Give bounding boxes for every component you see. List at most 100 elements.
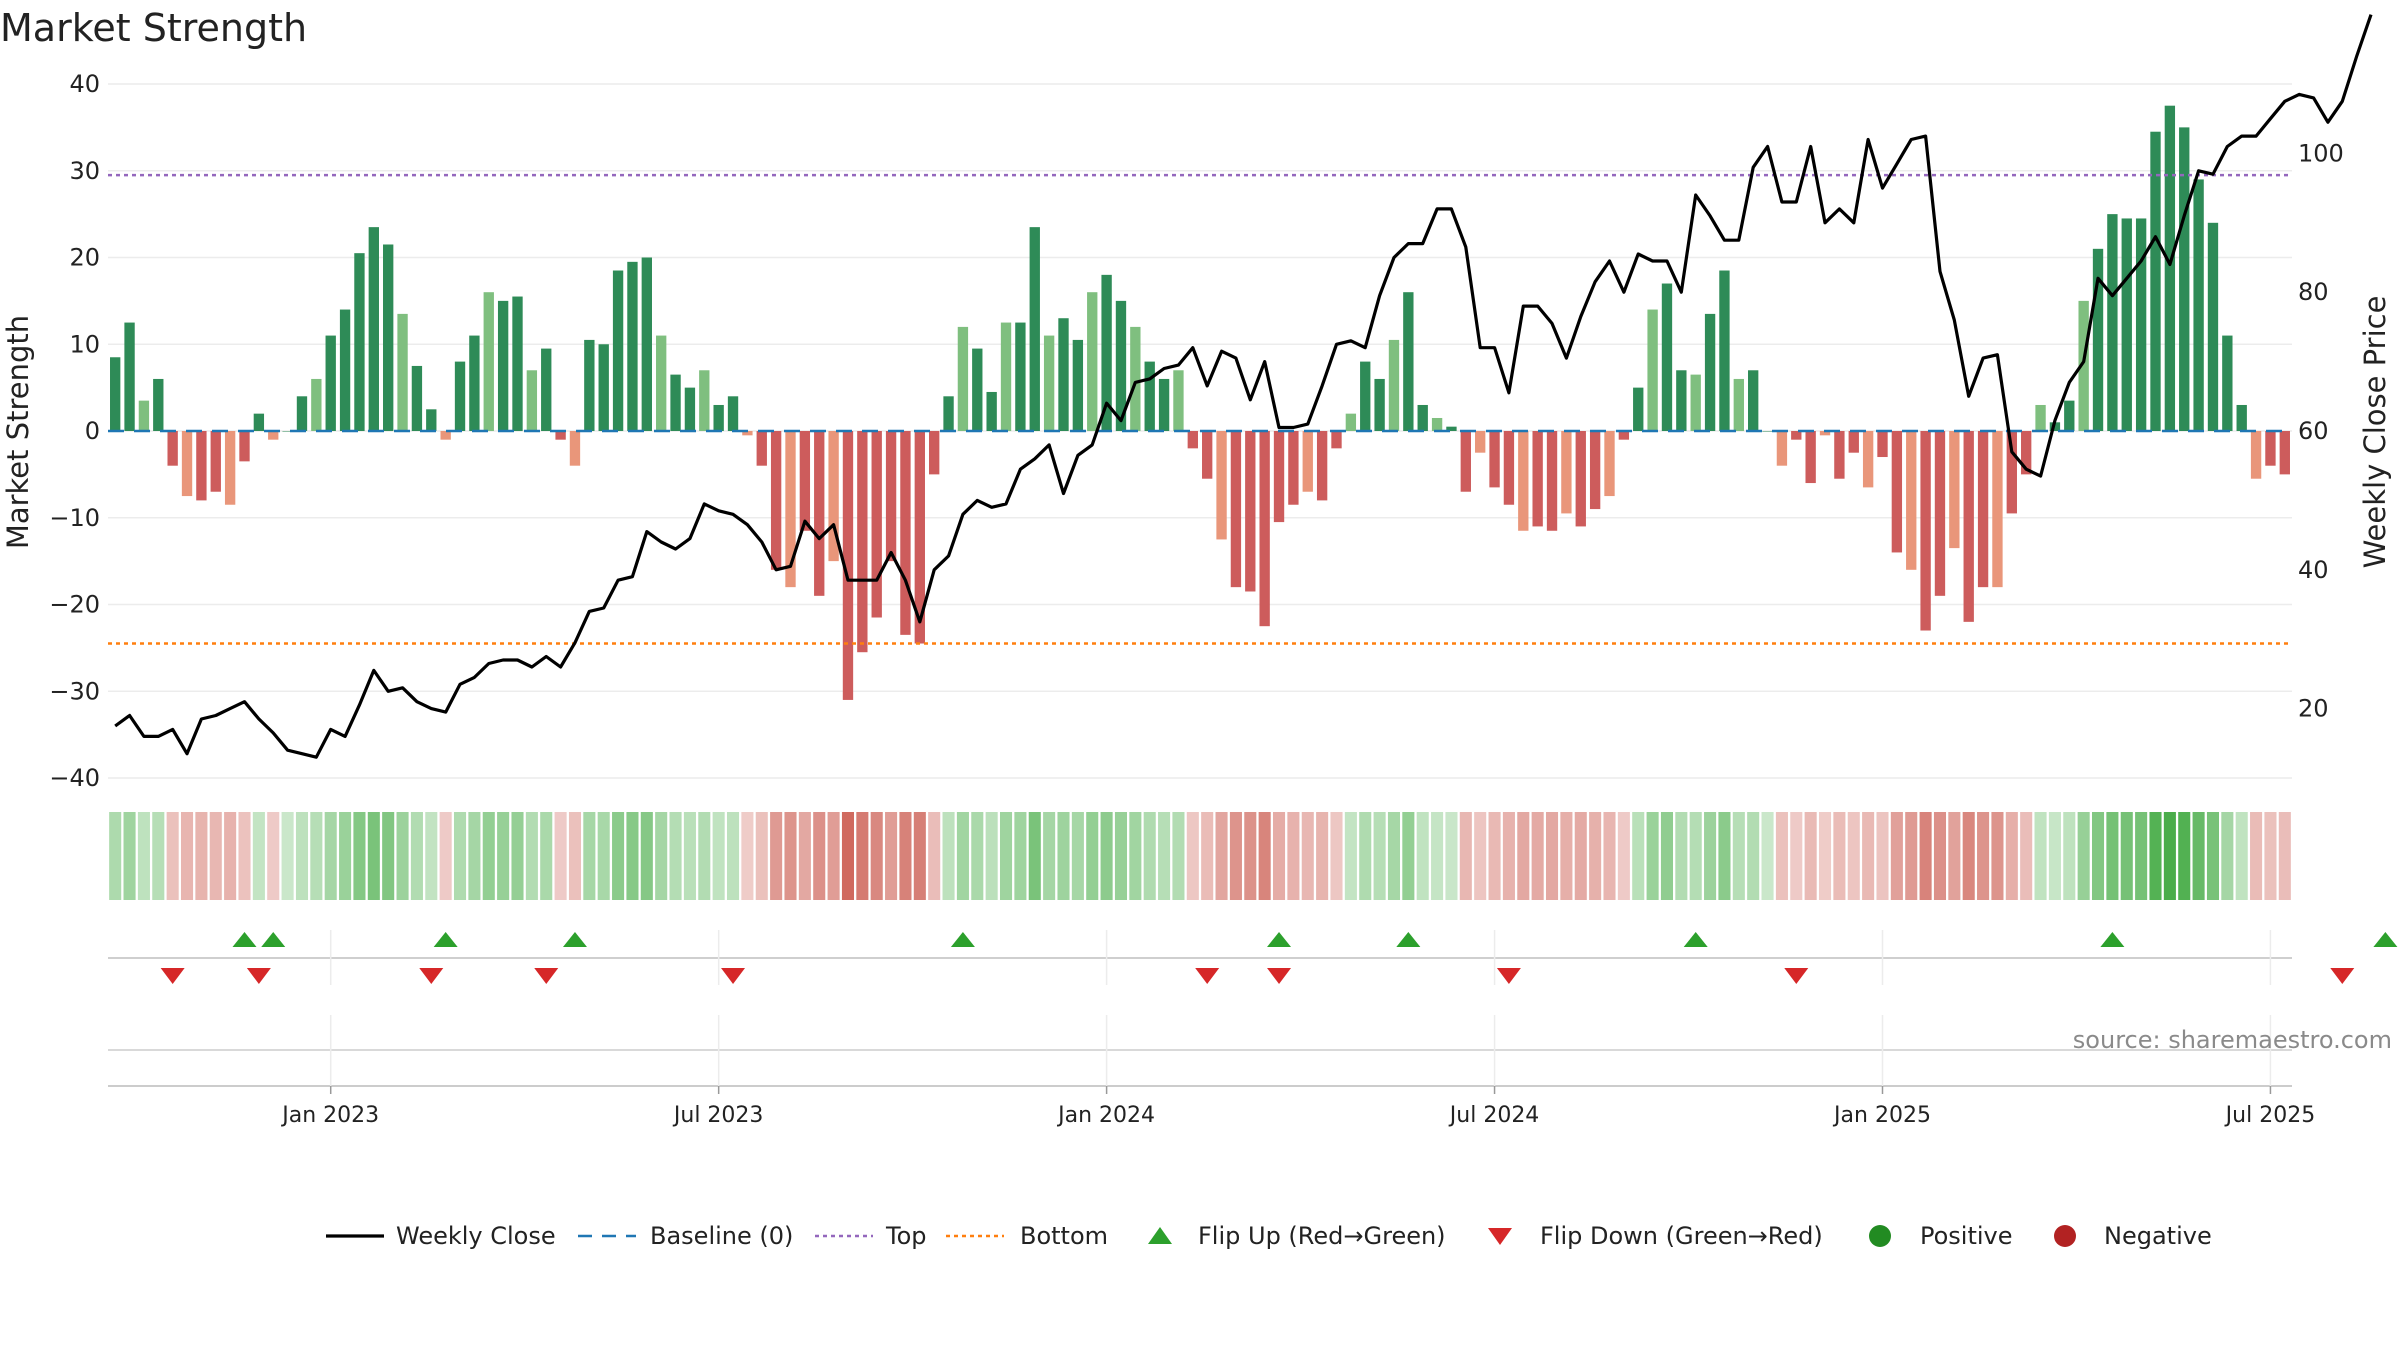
heat-cell — [1445, 812, 1458, 900]
strength-bar — [2107, 214, 2118, 431]
strength-bar — [153, 378, 164, 431]
strength-bar — [383, 244, 394, 431]
heat-cell — [1272, 812, 1286, 900]
heat-cell — [1675, 812, 1688, 900]
weekly-close-series — [114, 14, 2373, 759]
strength-bar — [138, 400, 150, 431]
strength-bar — [1115, 300, 1127, 431]
heat-cell — [2120, 812, 2133, 900]
y2-tick-label: 80 — [2298, 278, 2329, 306]
strength-bar — [2164, 105, 2176, 431]
heat-cell — [612, 812, 625, 900]
heat-cell — [281, 812, 294, 900]
strength-bar — [1676, 370, 1687, 431]
heat-cell — [1301, 812, 1314, 900]
flip-down-marker — [1784, 968, 1809, 984]
x-tick-label: Jan 2024 — [1056, 1103, 1155, 1128]
y-tick-label: −40 — [49, 764, 100, 792]
strength-bar — [842, 431, 854, 700]
heat-cell — [209, 812, 222, 900]
heat-cell — [1560, 812, 1573, 900]
strength-bar — [1891, 431, 1903, 553]
source-label: source: sharemaestro.com — [2073, 1026, 2392, 1054]
heat-cell — [1071, 812, 1084, 900]
strength-bar — [1733, 378, 1744, 431]
strength-bar — [1589, 431, 1601, 510]
strength-bar — [2265, 431, 2276, 466]
heat-cell — [1373, 812, 1386, 900]
strength-bar — [770, 431, 782, 570]
heat-cell — [1775, 812, 1788, 900]
y-tick-label: −20 — [49, 591, 100, 619]
flip-up-marker — [2100, 932, 2125, 947]
heat-cell — [1833, 812, 1846, 900]
strength-bar — [929, 431, 940, 475]
heat-cell — [1617, 812, 1630, 900]
heat-cell — [1761, 812, 1774, 900]
heat-cell — [669, 812, 682, 900]
strength-bar — [1805, 431, 1816, 484]
heat-cell — [2077, 812, 2090, 900]
heat-cell — [1172, 812, 1185, 900]
strength-bar — [224, 431, 236, 505]
strength-bar — [1489, 431, 1500, 488]
heat-cell — [1545, 812, 1559, 900]
heat-cell — [1933, 812, 1947, 900]
strength-bar — [1058, 318, 1069, 431]
heat-cell — [1244, 812, 1257, 900]
strength-bar — [2236, 404, 2247, 431]
heat-cell — [152, 812, 165, 900]
strength-bar — [1647, 309, 1658, 431]
heat-cell — [1287, 812, 1300, 900]
flip-up-marker — [1267, 932, 1292, 947]
y2-tick-label: 60 — [2298, 417, 2329, 445]
strength-bar — [1331, 431, 1342, 449]
strength-bar — [354, 253, 365, 431]
heat-cell — [1660, 812, 1674, 900]
strength-bar — [1288, 431, 1299, 505]
heat-cell — [2149, 812, 2162, 900]
strength-bar — [1934, 431, 1946, 596]
x-tick-label: Jul 2023 — [672, 1103, 764, 1128]
flip-down-marker — [534, 968, 559, 984]
heat-cell — [1215, 812, 1228, 900]
strength-bar — [684, 387, 696, 431]
strength-bar — [1503, 431, 1515, 505]
strength-bar — [2092, 248, 2104, 431]
flip-up-marker — [2373, 932, 2398, 947]
strength-bar — [1791, 431, 1802, 440]
y-tick-label: 20 — [69, 244, 100, 272]
legend-label: Top — [885, 1222, 927, 1250]
heat-cell — [2178, 812, 2191, 900]
heat-cell — [1201, 812, 1214, 900]
flip-down-marker — [2330, 968, 2355, 984]
strength-bar — [1834, 431, 1845, 479]
heat-cell — [497, 812, 510, 900]
strength-bar — [454, 361, 466, 431]
strength-bar — [1460, 431, 1471, 492]
heat-cell — [180, 812, 194, 900]
flip-down-marker — [246, 968, 271, 984]
strength-bar — [2179, 127, 2190, 431]
strength-bar — [526, 370, 538, 431]
flip-up-marker — [232, 932, 257, 947]
strength-bar — [1173, 370, 1184, 431]
strength-bar — [1992, 431, 2003, 588]
strength-bar — [1043, 335, 1055, 431]
heat-cell — [1790, 812, 1803, 900]
strength-bar — [885, 431, 897, 562]
heat-cell — [1416, 812, 1429, 900]
strength-bar — [1618, 431, 1630, 440]
heat-cell — [1114, 812, 1128, 900]
strength-bar — [124, 322, 135, 431]
heat-cell — [2048, 812, 2061, 900]
heat-cell — [899, 812, 912, 900]
strength-bar — [1906, 431, 1917, 570]
flip-up-marker — [261, 932, 286, 947]
strength-bar — [512, 296, 523, 431]
heat-cell — [626, 812, 639, 900]
strength-bar — [1920, 431, 1931, 631]
heat-cell — [224, 812, 237, 900]
legend-label: Positive — [1920, 1222, 2013, 1250]
heat-cell — [770, 812, 783, 900]
